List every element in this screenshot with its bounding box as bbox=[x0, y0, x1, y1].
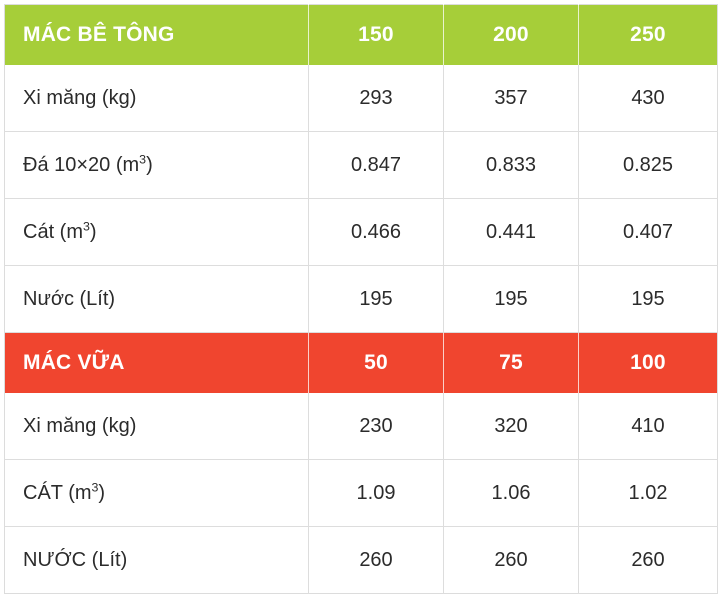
section-header-mortar-grade-3: 100 bbox=[578, 332, 718, 393]
row-label-superscript: 3 bbox=[83, 218, 90, 233]
row-label-suffix: ) bbox=[98, 481, 106, 504]
section-header-concrete: MÁC BÊ TÔNG 150 200 250 bbox=[4, 4, 718, 65]
row-label-text: Đá 10×20 (m bbox=[23, 153, 140, 176]
cell-value: 0.825 bbox=[578, 131, 718, 199]
cell-value: 1.02 bbox=[578, 459, 718, 527]
row-label-suffix: ) bbox=[146, 153, 153, 176]
row-label: CÁT (m3) bbox=[4, 459, 309, 527]
cell-value: 195 bbox=[443, 265, 579, 333]
cell-value: 0.833 bbox=[443, 131, 579, 199]
cell-value: 320 bbox=[443, 393, 579, 460]
row-label: Nước (Lít) bbox=[4, 265, 309, 333]
row-label-text: Xi măng (kg) bbox=[23, 414, 137, 437]
row-label: Cát (m3) bbox=[4, 198, 309, 266]
cell-value: 1.09 bbox=[308, 459, 444, 527]
table-row: CÁT (m3) 1.09 1.06 1.02 bbox=[4, 459, 718, 527]
cell-value: 0.466 bbox=[308, 198, 444, 266]
row-label: Xi măng (kg) bbox=[4, 65, 309, 132]
row-label-suffix: ) bbox=[89, 220, 97, 243]
row-label-text: Nước (Lít) bbox=[23, 287, 116, 310]
cell-value: 260 bbox=[578, 526, 718, 594]
row-label-text: Xi măng (kg) bbox=[23, 86, 137, 109]
table-row: Nước (Lít) 195 195 195 bbox=[4, 265, 718, 333]
cell-value: 293 bbox=[308, 65, 444, 132]
cell-value: 357 bbox=[443, 65, 579, 132]
cell-value: 260 bbox=[443, 526, 579, 594]
section-header-mortar-grade-1: 50 bbox=[308, 332, 444, 393]
table-row: Đá 10×20 (m3) 0.847 0.833 0.825 bbox=[4, 131, 718, 199]
row-label-superscript: 3 bbox=[139, 151, 147, 166]
table-row: Xi măng (kg) 293 357 430 bbox=[4, 65, 718, 132]
section-header-concrete-grade-2: 200 bbox=[443, 4, 579, 65]
cell-value: 195 bbox=[578, 265, 718, 333]
section-header-mortar: MÁC VỮA 50 75 100 bbox=[4, 332, 718, 393]
concrete-mortar-mix-table: MÁC BÊ TÔNG 150 200 250 Xi măng (kg) 293… bbox=[4, 4, 718, 594]
table-row: Cát (m3) 0.466 0.441 0.407 bbox=[4, 198, 718, 266]
cell-value: 1.06 bbox=[443, 459, 579, 527]
row-label: Xi măng (kg) bbox=[4, 393, 309, 460]
cell-value: 0.441 bbox=[443, 198, 579, 266]
row-label: NƯỚC (Lít) bbox=[4, 526, 309, 594]
cell-value: 0.407 bbox=[578, 198, 718, 266]
section-header-concrete-label: MÁC BÊ TÔNG bbox=[4, 4, 309, 65]
cell-value: 195 bbox=[308, 265, 444, 333]
cell-value: 260 bbox=[308, 526, 444, 594]
table-row: NƯỚC (Lít) 260 260 260 bbox=[4, 526, 718, 594]
cell-value: 410 bbox=[578, 393, 718, 460]
table-row: Xi măng (kg) 230 320 410 bbox=[4, 393, 718, 460]
section-header-mortar-grade-2: 75 bbox=[443, 332, 579, 393]
row-label-text: Cát (m bbox=[23, 220, 83, 243]
cell-value: 230 bbox=[308, 393, 444, 460]
cell-value: 0.847 bbox=[308, 131, 444, 199]
row-label-text: CÁT (m bbox=[23, 481, 92, 504]
section-header-concrete-grade-1: 150 bbox=[308, 4, 444, 65]
row-label: Đá 10×20 (m3) bbox=[4, 131, 309, 199]
row-label-superscript: 3 bbox=[91, 479, 99, 494]
cell-value: 430 bbox=[578, 65, 718, 132]
section-header-concrete-grade-3: 250 bbox=[578, 4, 718, 65]
row-label-text: NƯỚC (Lít) bbox=[23, 548, 128, 571]
section-header-mortar-label: MÁC VỮA bbox=[4, 332, 309, 393]
